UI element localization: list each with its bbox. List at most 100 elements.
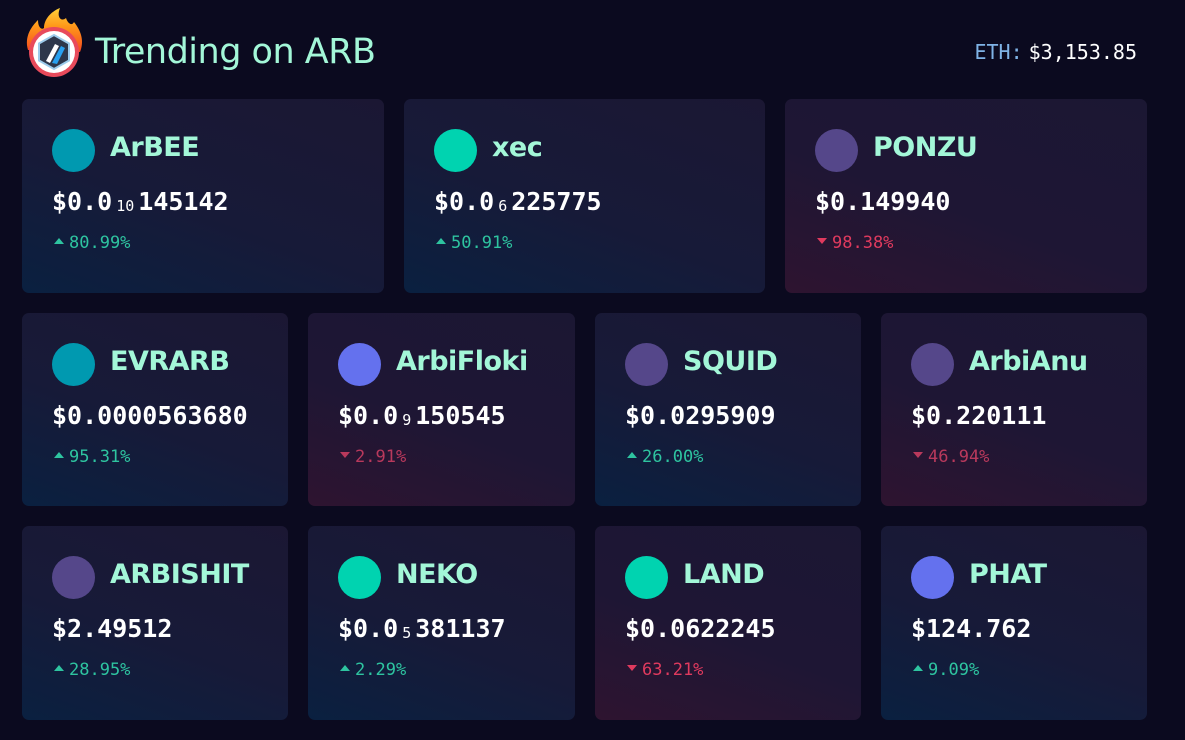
- token-name: xec: [492, 132, 543, 163]
- arbitrum-fire-logo-icon: [26, 8, 82, 77]
- token-card[interactable]: PONZU $0.149940 98.38%: [785, 99, 1147, 293]
- eth-value: $3,153.85: [1028, 40, 1137, 64]
- token-icon: [338, 556, 381, 599]
- token-name: EVRARB: [110, 346, 230, 377]
- token-price-zero-count: 10: [116, 197, 135, 215]
- token-price-prefix: $2.49512: [52, 614, 173, 643]
- token-price-prefix: $0.0: [52, 187, 113, 216]
- token-price-zero-count: 6: [498, 197, 508, 215]
- token-change-value: 95.31%: [69, 447, 131, 467]
- token-change-value: 50.91%: [451, 233, 513, 253]
- token-price-prefix: $0.0: [338, 614, 399, 643]
- token-price-prefix: $0.0000563680: [52, 401, 248, 430]
- token-price-digits: 381137: [415, 614, 506, 643]
- triangle-up-icon: [54, 238, 64, 244]
- token-name: PHAT: [969, 559, 1047, 590]
- token-name: ArBEE: [110, 132, 200, 163]
- token-name: LAND: [683, 559, 765, 590]
- token-card[interactable]: ArbiAnu $0.220111 46.94%: [881, 313, 1147, 506]
- token-icon: [625, 343, 668, 386]
- token-change-value: 63.21%: [642, 660, 704, 680]
- token-card[interactable]: ARBISHIT $2.49512 28.95%: [22, 526, 288, 720]
- token-price: $0.0295909: [625, 401, 776, 430]
- token-icon: [625, 556, 668, 599]
- token-icon: [52, 129, 95, 172]
- token-card[interactable]: EVRARB $0.0000563680 95.31%: [22, 313, 288, 506]
- token-price-prefix: $0.220111: [911, 401, 1047, 430]
- token-change-value: 46.94%: [928, 447, 990, 467]
- eth-price: ETH: $3,153.85: [974, 40, 1137, 64]
- token-price-prefix: $0.0: [338, 401, 399, 430]
- token-price: $2.49512: [52, 614, 172, 643]
- token-change-value: 98.38%: [832, 233, 894, 253]
- triangle-up-icon: [54, 665, 64, 671]
- token-price-prefix: $0.0622245: [625, 614, 776, 643]
- token-change: 98.38%: [817, 233, 893, 253]
- token-icon: [911, 343, 954, 386]
- token-price-prefix: $124.762: [911, 614, 1032, 643]
- triangle-up-icon: [627, 452, 637, 458]
- token-change-value: 26.00%: [642, 447, 704, 467]
- token-change: 46.94%: [913, 447, 989, 467]
- token-price: $0.0000563680: [52, 401, 248, 430]
- token-change: 2.29%: [340, 660, 406, 680]
- token-icon: [338, 343, 381, 386]
- token-icon: [52, 556, 95, 599]
- token-change: 95.31%: [54, 447, 130, 467]
- triangle-up-icon: [913, 665, 923, 671]
- token-name: ARBISHIT: [110, 559, 249, 590]
- triangle-down-icon: [817, 238, 827, 244]
- token-name: PONZU: [873, 132, 978, 163]
- token-card[interactable]: ArBEE $0.0 10 145142 80.99%: [22, 99, 384, 293]
- token-change: 63.21%: [627, 660, 703, 680]
- token-change: 26.00%: [627, 447, 703, 467]
- token-icon: [815, 129, 858, 172]
- page-header: Trending on ARB ETH: $3,153.85: [22, 6, 1147, 90]
- triangle-up-icon: [436, 238, 446, 244]
- token-price: $0.0 5 381137: [338, 614, 506, 643]
- token-card[interactable]: PHAT $124.762 9.09%: [881, 526, 1147, 720]
- triangle-up-icon: [54, 452, 64, 458]
- token-card[interactable]: LAND $0.0622245 63.21%: [595, 526, 861, 720]
- token-price-prefix: $0.0: [434, 187, 495, 216]
- token-price-prefix: $0.149940: [815, 187, 951, 216]
- token-change-value: 9.09%: [928, 660, 980, 680]
- token-price: $0.0622245: [625, 614, 776, 643]
- token-price: $0.149940: [815, 187, 950, 216]
- token-card[interactable]: NEKO $0.0 5 381137 2.29%: [308, 526, 575, 720]
- token-price-zero-count: 9: [402, 411, 412, 429]
- token-card[interactable]: xec $0.0 6 225775 50.91%: [404, 99, 765, 293]
- token-name: ArbiAnu: [969, 346, 1088, 377]
- token-price: $0.0 10 145142: [52, 187, 229, 216]
- triangle-down-icon: [627, 665, 637, 671]
- token-name: ArbiFloki: [396, 346, 528, 377]
- token-card[interactable]: SQUID $0.0295909 26.00%: [595, 313, 861, 506]
- triangle-up-icon: [340, 665, 350, 671]
- token-change: 2.91%: [340, 447, 406, 467]
- token-icon: [434, 129, 477, 172]
- token-change: 80.99%: [54, 233, 130, 253]
- token-change: 50.91%: [436, 233, 512, 253]
- token-card[interactable]: ArbiFloki $0.0 9 150545 2.91%: [308, 313, 575, 506]
- token-price-digits: 225775: [511, 187, 602, 216]
- token-change-value: 2.29%: [355, 660, 407, 680]
- token-change-value: 80.99%: [69, 233, 131, 253]
- triangle-down-icon: [340, 452, 350, 458]
- token-price: $0.0 6 225775: [434, 187, 602, 216]
- eth-label: ETH:: [974, 40, 1023, 64]
- triangle-down-icon: [913, 452, 923, 458]
- token-price-digits: 150545: [415, 401, 506, 430]
- token-price: $0.0 9 150545: [338, 401, 506, 430]
- token-change-value: 2.91%: [355, 447, 407, 467]
- token-price-digits: 145142: [138, 187, 229, 216]
- token-change: 9.09%: [913, 660, 979, 680]
- token-icon: [911, 556, 954, 599]
- token-name: NEKO: [396, 559, 478, 590]
- token-change: 28.95%: [54, 660, 130, 680]
- token-price-prefix: $0.0295909: [625, 401, 776, 430]
- token-price-zero-count: 5: [402, 624, 412, 642]
- page-title: Trending on ARB: [95, 32, 376, 72]
- token-price: $124.762: [911, 614, 1031, 643]
- token-change-value: 28.95%: [69, 660, 131, 680]
- token-price: $0.220111: [911, 401, 1046, 430]
